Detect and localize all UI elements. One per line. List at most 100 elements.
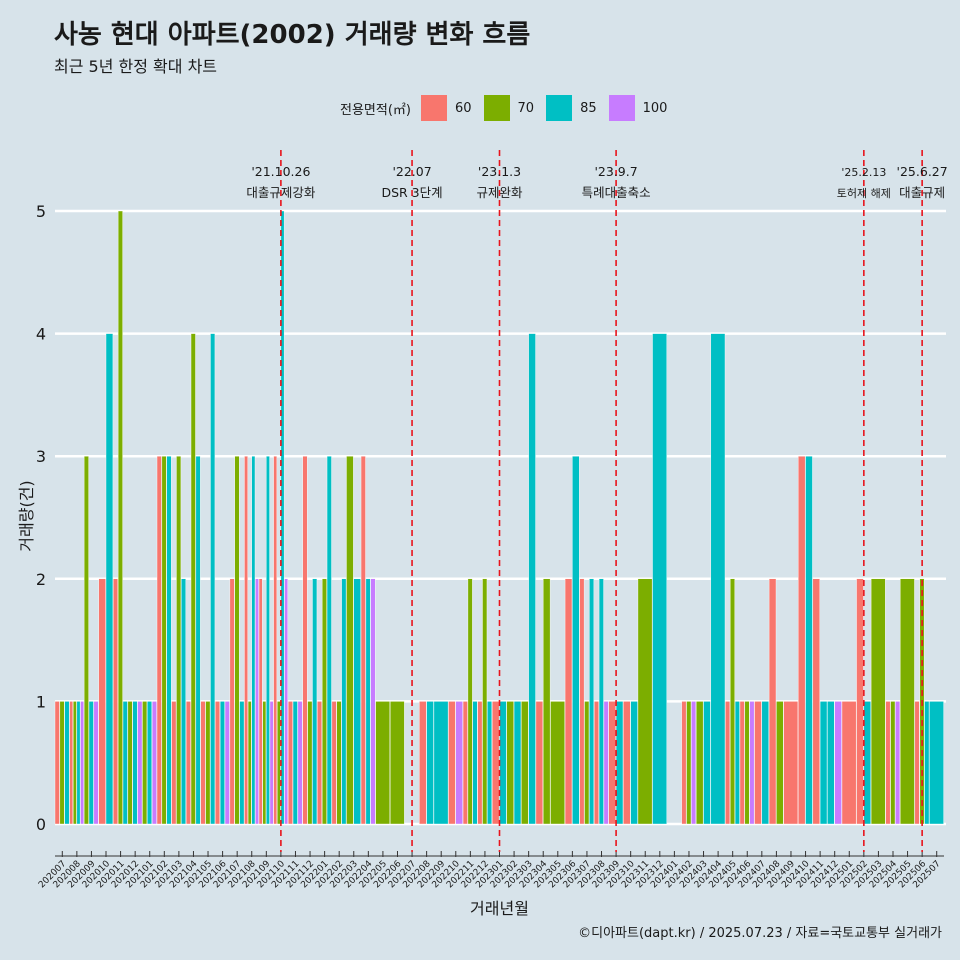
event-date-label: '23.9.7	[594, 164, 637, 179]
legend-item-100: 100	[608, 95, 668, 121]
bar-202504-100	[895, 701, 901, 825]
bar-202108-60	[244, 456, 248, 825]
bar-202503-70	[870, 578, 886, 825]
bar-202303-85	[528, 333, 536, 825]
bar-202103-85	[181, 578, 186, 825]
bar-202408-60	[768, 578, 777, 825]
bar-202309-85	[615, 701, 624, 825]
bar-202008-85	[76, 701, 81, 825]
bar-202109-100	[269, 701, 274, 825]
bar-202208-60	[419, 701, 427, 825]
bar-202412-85	[827, 701, 835, 825]
bar-202103-60	[171, 701, 177, 825]
bar-202111-85	[292, 701, 298, 825]
legend-label-85: 85	[580, 100, 597, 116]
legend-swatch-85	[546, 95, 573, 121]
bar-202012-85	[132, 701, 138, 825]
bar-202105-85	[210, 333, 216, 825]
bar-202211-85	[472, 701, 478, 825]
bar-202011-85	[122, 701, 128, 825]
bar-202109-60	[258, 578, 263, 825]
bar-202407-60	[754, 701, 762, 825]
bar-202007-70	[59, 701, 65, 825]
bar-202306-60	[564, 578, 573, 825]
bar-202507-85	[929, 701, 944, 825]
bar-202502-60	[856, 578, 864, 825]
bar-202201-85	[326, 456, 332, 825]
bar-202204-100	[370, 578, 376, 825]
y-tick-label: 4	[36, 325, 46, 344]
bar-202209-85	[433, 701, 449, 825]
bar-202107-70	[234, 456, 240, 825]
bar-202107-60	[229, 578, 235, 825]
bar-202202-85	[341, 578, 347, 825]
bar-202402-100	[691, 701, 697, 825]
bar-202210-100	[455, 701, 463, 825]
bar-202009-70	[83, 456, 89, 825]
bar-202201-70	[321, 578, 327, 825]
bar-202406-100	[749, 701, 755, 825]
bar-202309-60	[608, 701, 616, 825]
legend-title: 전용면적(㎡)	[340, 102, 411, 118]
bar-202410-60	[798, 456, 806, 825]
event-label: 대출규제강화	[246, 185, 316, 200]
legend-swatch-70	[483, 95, 510, 121]
bar-202208-85	[426, 701, 434, 825]
event-date-label: '21.10.26	[251, 164, 310, 179]
bar-202106-100	[224, 701, 230, 825]
bar-202303-70	[521, 701, 529, 825]
bar-202106-60	[215, 701, 220, 825]
bar-202212-85	[487, 701, 493, 825]
y-tick-label: 1	[36, 692, 46, 711]
legend-label-70: 70	[517, 100, 535, 116]
bar-202110-100	[284, 578, 288, 825]
y-axis-title: 거래량(건)	[17, 480, 36, 551]
bar-202302-85	[513, 701, 522, 825]
bar-202010-85	[105, 333, 114, 825]
chart-title: 사농 현대 아파트(2002) 거래량 변화 흐름	[54, 20, 531, 50]
bar-202307-60	[579, 578, 585, 825]
bar-202102-85	[166, 456, 172, 825]
bar-202312-85	[652, 333, 667, 825]
bar-202106-85	[219, 701, 225, 825]
bar-202202-60	[331, 701, 337, 825]
bar-202101-100	[151, 701, 157, 825]
bar-202102-70	[161, 456, 167, 825]
bar-202308-100	[603, 701, 609, 825]
bar-202404-85	[710, 333, 726, 825]
bar-202007-85	[64, 701, 70, 825]
legend-item-85: 85	[546, 95, 597, 121]
bar-202011-70	[117, 210, 123, 825]
event-label: 토허제 해제	[837, 186, 891, 200]
bar-202411-85	[819, 701, 828, 825]
bar-202203-85	[353, 578, 361, 825]
event-label: 대출규제	[899, 185, 945, 200]
bar-202402-60	[681, 701, 687, 825]
bar-202411-60	[812, 578, 820, 825]
bar-202506-60	[914, 701, 920, 825]
bar-202405-85	[734, 701, 740, 825]
bar-202203-70	[346, 456, 354, 825]
bar-202110-60	[273, 456, 278, 825]
bar-202302-70	[506, 701, 514, 825]
bar-202110-85	[280, 210, 285, 825]
event-label: DSR 3단계	[381, 185, 442, 200]
bar-202304-60	[535, 701, 544, 825]
bar-202204-85	[365, 578, 371, 825]
bar-202310-60	[623, 701, 631, 825]
bar-202212-70	[482, 578, 488, 825]
bar-202501-60	[841, 701, 857, 825]
x-axis-title: 거래년월	[470, 899, 529, 918]
bar-202301-85	[499, 701, 507, 825]
bar-202205-70	[375, 701, 390, 825]
legend-label-100: 100	[642, 100, 668, 116]
bar-202009-85	[88, 701, 94, 825]
bar-202211-70	[467, 578, 473, 825]
bar-202311-70	[637, 578, 653, 825]
bar-202405-60	[725, 701, 731, 825]
bar-202206-70	[389, 701, 405, 825]
bar-202007-60	[54, 701, 60, 825]
chart-subtitle: 최근 5년 한정 확대 차트	[54, 57, 218, 76]
legend-swatch-60	[420, 95, 447, 121]
bar-202202-70	[336, 701, 342, 825]
